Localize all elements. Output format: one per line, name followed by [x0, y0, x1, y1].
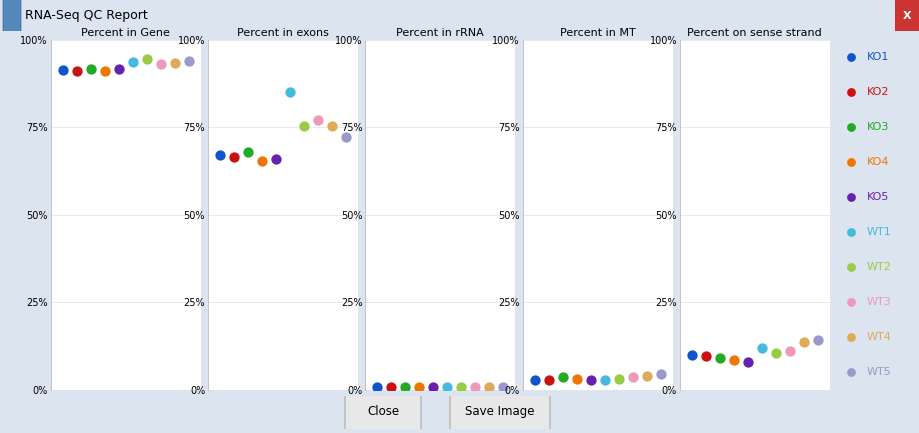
Point [397, 384, 412, 391]
Text: KO5: KO5 [866, 192, 889, 202]
Point [167, 60, 182, 67]
Point [569, 376, 584, 383]
Title: Percent on sense strand: Percent on sense strand [686, 28, 822, 38]
Text: WT5: WT5 [866, 367, 891, 377]
Point [453, 384, 468, 391]
Point [255, 158, 269, 165]
Point [69, 67, 84, 74]
Point [268, 156, 283, 163]
Point [97, 67, 112, 74]
Text: KO2: KO2 [866, 87, 889, 97]
Point [527, 376, 541, 383]
Point [782, 347, 797, 354]
Point [468, 384, 482, 391]
Point [596, 376, 611, 383]
Point [754, 345, 768, 352]
Title: Percent in MT: Percent in MT [559, 28, 635, 38]
Text: WT3: WT3 [866, 297, 891, 307]
Point [296, 122, 311, 129]
Point [324, 122, 339, 129]
Title: Percent in Gene: Percent in Gene [81, 28, 170, 38]
Point [843, 299, 857, 306]
Point [767, 349, 782, 356]
Text: Close: Close [367, 404, 399, 418]
Point [652, 370, 667, 377]
Point [425, 384, 440, 391]
FancyBboxPatch shape [345, 334, 421, 433]
Text: WT4: WT4 [866, 332, 891, 342]
Point [583, 377, 597, 384]
Point [843, 124, 857, 131]
Text: KO3: KO3 [866, 122, 889, 132]
Point [369, 384, 384, 391]
Point [711, 355, 726, 362]
Point [625, 373, 640, 380]
Point [83, 65, 97, 72]
Point [810, 336, 824, 343]
Title: Percent in exons: Percent in exons [237, 28, 328, 38]
Point [212, 152, 227, 159]
Text: X: X [902, 10, 911, 21]
Point [111, 66, 126, 73]
Point [843, 54, 857, 61]
Text: WT1: WT1 [866, 227, 891, 237]
Point [843, 334, 857, 341]
Point [139, 56, 153, 63]
Text: KO1: KO1 [866, 52, 889, 62]
Point [412, 384, 426, 391]
FancyBboxPatch shape [449, 334, 550, 433]
Point [698, 352, 712, 359]
Point [311, 117, 325, 124]
Text: WT2: WT2 [866, 262, 891, 272]
Point [843, 159, 857, 166]
Point [843, 264, 857, 271]
Point [540, 376, 555, 383]
Point [554, 374, 569, 381]
Point [282, 88, 297, 95]
Point [843, 194, 857, 201]
Title: Percent in rRNA: Percent in rRNA [396, 28, 483, 38]
Text: RNA-Seq QC Report: RNA-Seq QC Report [25, 9, 148, 22]
Point [153, 61, 168, 68]
Point [181, 57, 196, 64]
Point [482, 384, 496, 391]
Point [610, 375, 625, 382]
Text: Save Image: Save Image [465, 404, 534, 418]
FancyBboxPatch shape [3, 0, 21, 59]
Point [125, 59, 140, 66]
Point [639, 373, 653, 380]
Point [226, 154, 241, 161]
Point [383, 384, 398, 391]
Point [843, 89, 857, 96]
Text: KO4: KO4 [866, 157, 889, 167]
Point [495, 384, 510, 391]
Bar [894, 0, 919, 31]
Point [843, 369, 857, 376]
Point [843, 229, 857, 236]
Point [55, 67, 70, 74]
Point [439, 384, 454, 391]
Point [684, 352, 698, 359]
Point [796, 339, 811, 346]
Point [740, 358, 754, 365]
Point [240, 149, 255, 156]
Point [726, 356, 741, 363]
Point [338, 134, 353, 141]
